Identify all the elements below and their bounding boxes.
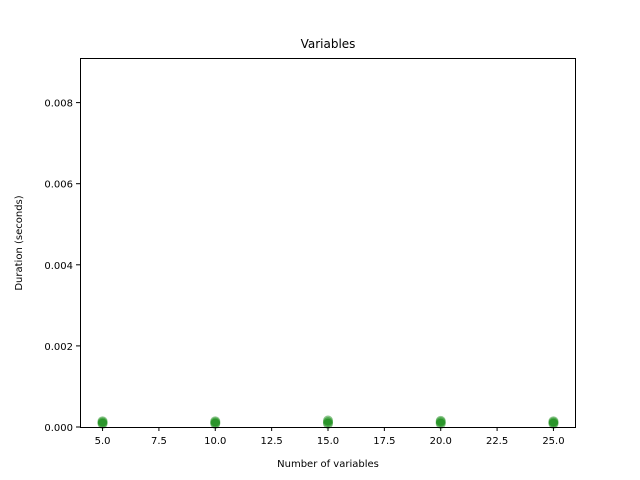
data-point (323, 415, 333, 426)
data-point (548, 416, 559, 427)
x-tick-label: 5.0 (95, 436, 111, 447)
x-tick-label: 15.0 (317, 436, 339, 447)
data-point (97, 417, 108, 428)
x-tick-label: 10.0 (204, 436, 226, 447)
y-tick-label: 0.008 (44, 99, 73, 110)
x-axis-label: Number of variables (277, 459, 379, 470)
x-tick-label: 17.5 (373, 436, 395, 447)
data-point (548, 418, 559, 429)
x-tick-label: 25.0 (542, 436, 564, 447)
x-ticks: 5.0 7.5 10.0 12.5 15.0 17.5 20.0 22.5 25.0 (95, 427, 565, 447)
data-point (210, 416, 221, 427)
x-tick-label: 20.0 (430, 436, 452, 447)
y-tick-label: 0.004 (44, 261, 73, 272)
y-tick-label: 0.002 (44, 342, 73, 353)
data-point (435, 418, 446, 429)
data-point (435, 417, 446, 428)
x-tick-label: 7.5 (151, 436, 167, 447)
y-tick-label: 0.006 (44, 180, 73, 191)
chart-title: Variables (301, 37, 356, 51)
data-point (210, 417, 221, 428)
data-point (97, 416, 108, 427)
y-axis-label: Duration (seconds) (14, 195, 25, 290)
data-point (435, 415, 446, 426)
data-point (548, 417, 559, 428)
x-tick-label: 22.5 (486, 436, 508, 447)
points-layer (97, 415, 559, 429)
data-point (210, 418, 221, 429)
y-tick-label: 0.000 (44, 423, 73, 434)
data-point (323, 417, 333, 428)
plot-frame (80, 58, 576, 428)
y-ticks: 0.000 0.002 0.004 0.006 0.008 (44, 99, 80, 434)
x-tick-label: 12.5 (261, 436, 283, 447)
data-point (323, 418, 333, 429)
data-point (97, 418, 108, 429)
